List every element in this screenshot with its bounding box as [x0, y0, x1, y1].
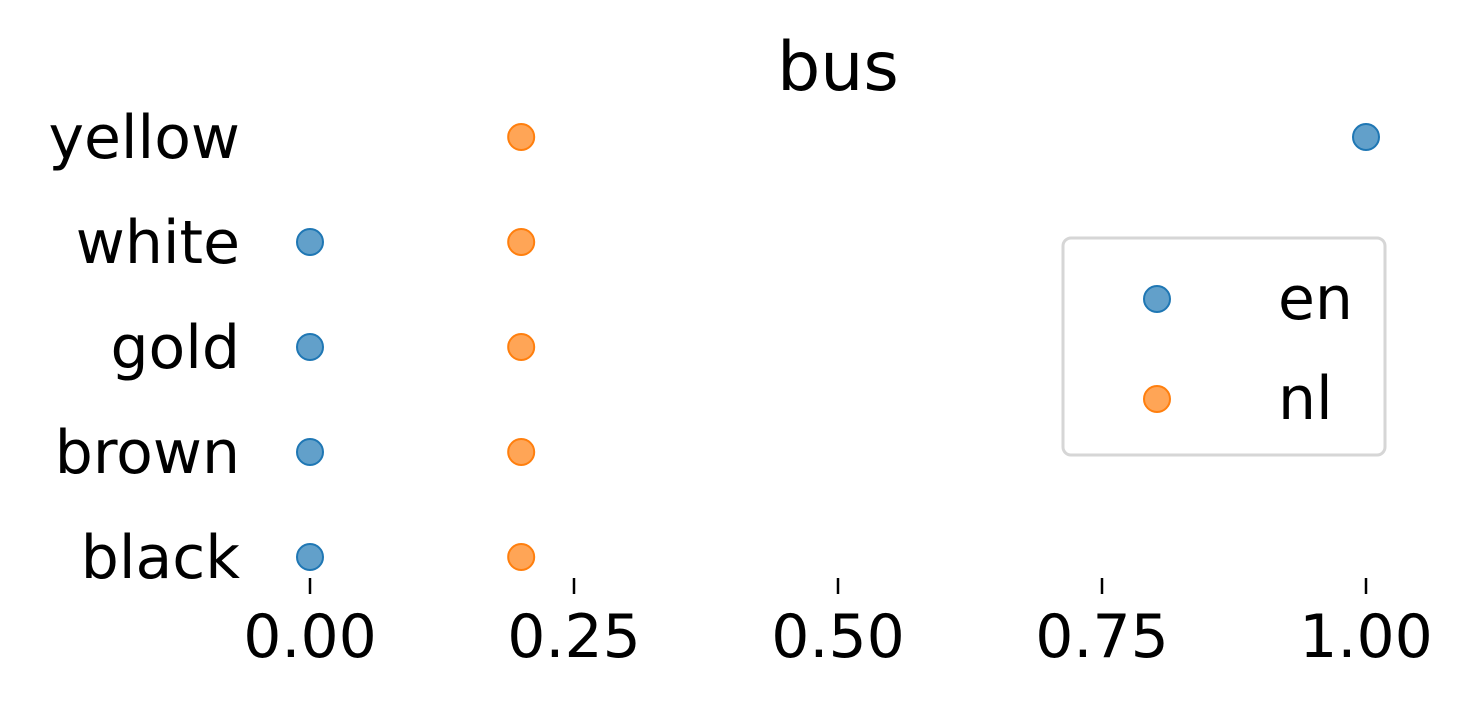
- legend-label-en: en: [1278, 264, 1353, 334]
- data-point-nl-yellow: [507, 123, 536, 151]
- series-en: [296, 123, 1380, 571]
- legend: en nl: [1061, 236, 1387, 457]
- x-tick-label: 1.00: [1299, 602, 1433, 672]
- x-tick-label: 0.25: [507, 602, 641, 672]
- data-point-nl-black: [507, 543, 536, 571]
- data-point-en-white: [296, 228, 324, 256]
- data-point-nl-brown: [507, 438, 536, 466]
- chart-title: bus: [777, 28, 899, 107]
- data-point-en-yellow: [1352, 123, 1380, 151]
- data-point-en-brown: [296, 438, 324, 466]
- data-point-en-black: [296, 543, 324, 571]
- x-tick-label: 0.75: [1035, 602, 1169, 672]
- legend-label-nl: nl: [1278, 364, 1333, 434]
- series-nl: [507, 123, 536, 571]
- y-axis: black brown gold white yellow: [48, 103, 240, 593]
- x-tick-label: 0.50: [771, 602, 905, 672]
- data-point-nl-white: [507, 228, 536, 256]
- data-point-en-gold: [296, 333, 324, 361]
- y-tick-label: yellow: [48, 103, 240, 173]
- x-tick-label: 0.00: [243, 602, 377, 672]
- y-tick-label: white: [76, 208, 240, 278]
- plot-area: [296, 123, 1380, 571]
- data-point-nl-gold: [507, 333, 536, 361]
- x-axis: 0.00 0.25 0.50 0.75 1.00: [243, 578, 1433, 672]
- y-tick-label: brown: [55, 418, 240, 488]
- legend-marker-nl: [1143, 385, 1171, 413]
- y-tick-label: gold: [110, 313, 240, 383]
- y-tick-label: black: [81, 523, 241, 593]
- legend-marker-en: [1143, 285, 1171, 313]
